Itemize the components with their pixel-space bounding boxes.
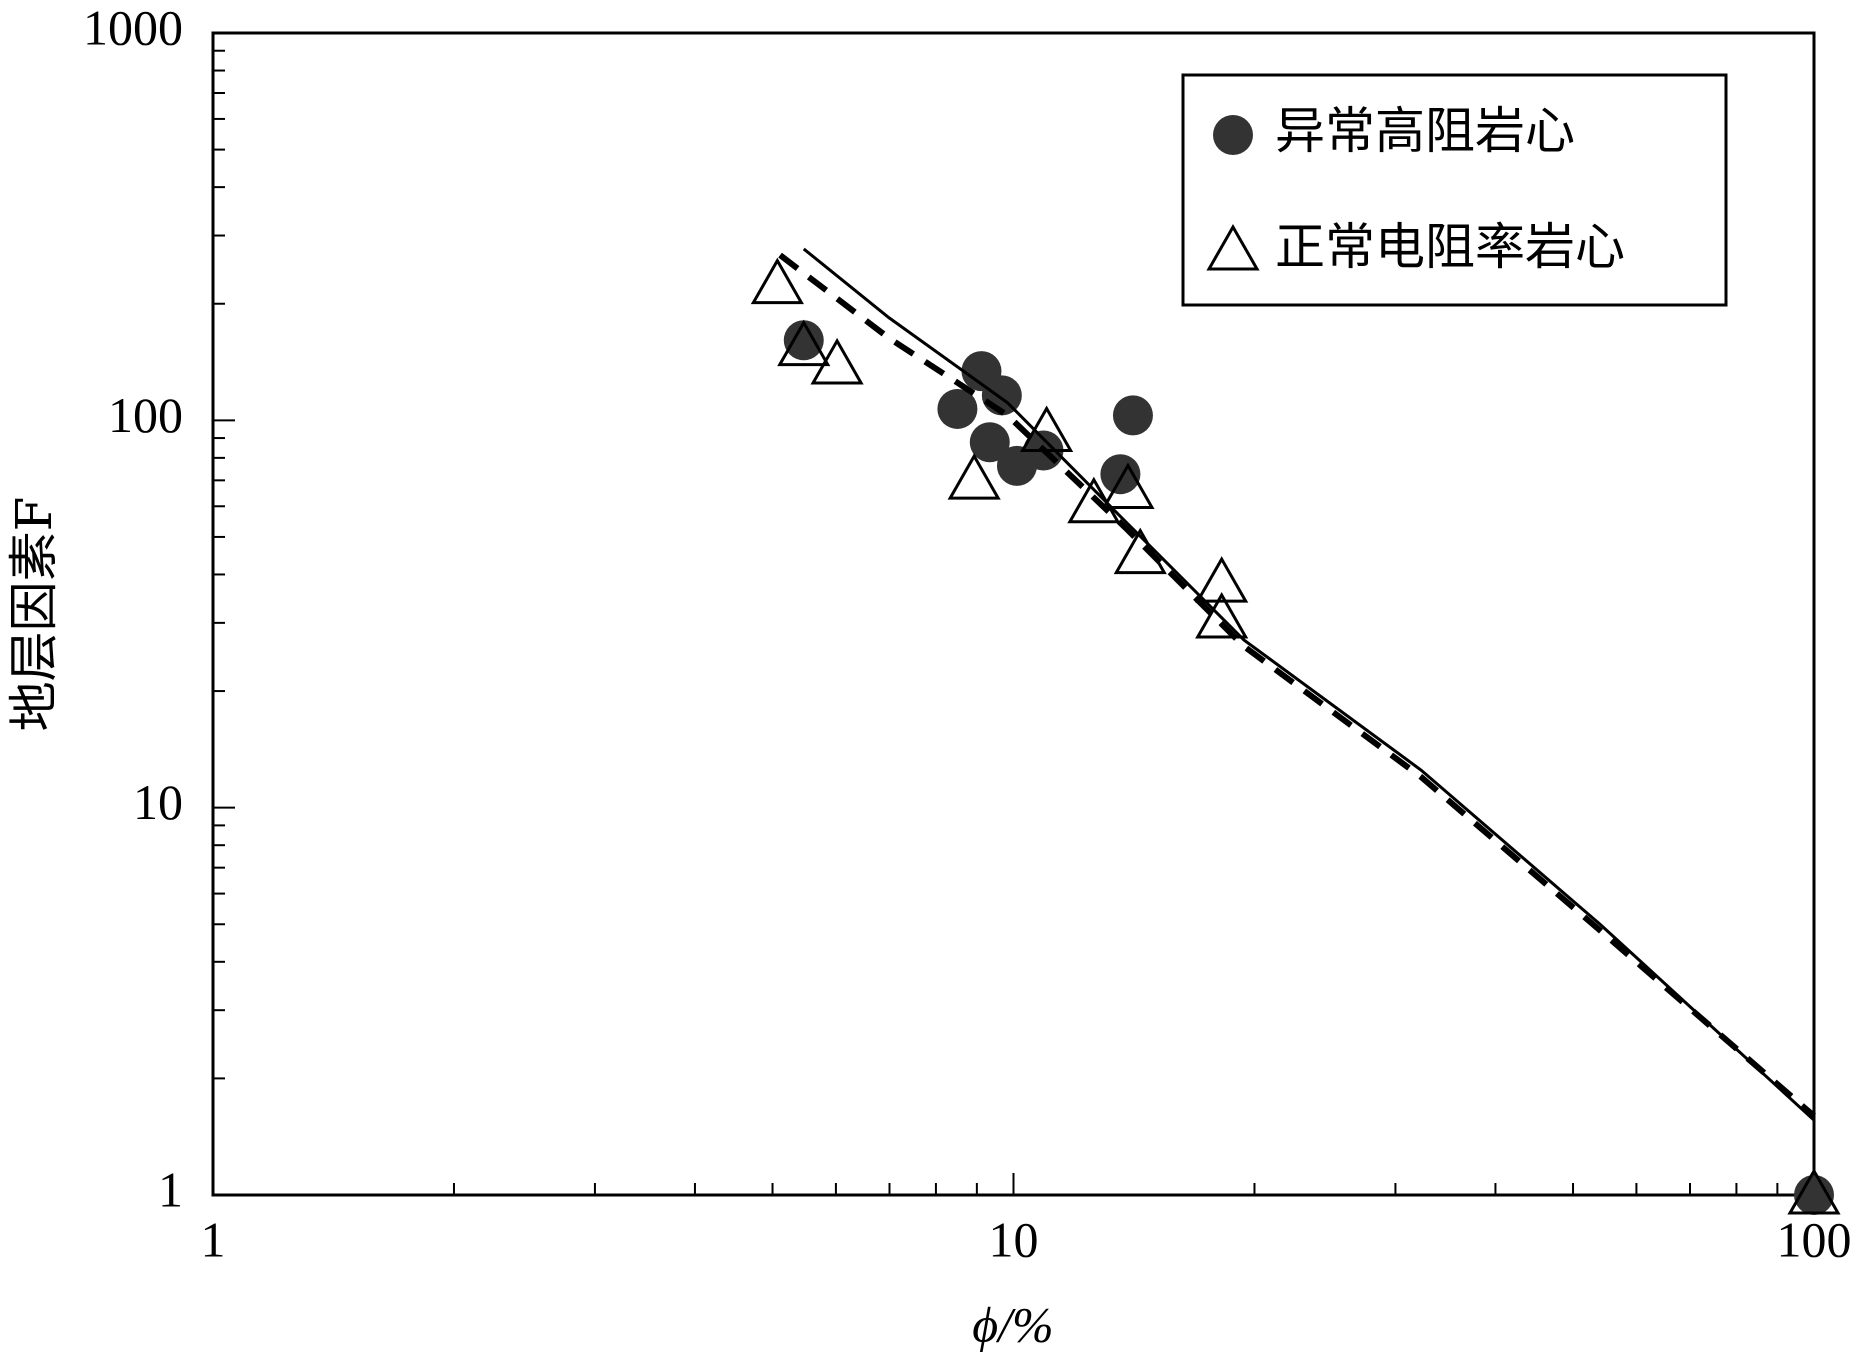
data-point-triangle bbox=[947, 453, 1001, 500]
legend-label: 正常电阻率岩心 bbox=[1275, 218, 1625, 276]
data-point-triangle bbox=[1101, 462, 1155, 509]
data-point bbox=[1794, 1175, 1834, 1215]
fit-line bbox=[778, 252, 1816, 1119]
data-point bbox=[937, 388, 978, 429]
data-point bbox=[1112, 395, 1153, 436]
x-tick-label: 10 bbox=[989, 1211, 1039, 1267]
data-point-triangle bbox=[1787, 1167, 1841, 1215]
y-tick-label: 1000 bbox=[83, 0, 183, 55]
data-point-triangle bbox=[810, 337, 864, 385]
y-axis-label: 地层因素F bbox=[5, 497, 63, 732]
y-tick-label: 100 bbox=[108, 387, 183, 443]
data-point bbox=[969, 422, 1010, 463]
data-point bbox=[783, 320, 824, 361]
y-tick-label: 10 bbox=[133, 774, 183, 830]
data-point-triangle bbox=[1195, 591, 1249, 639]
x-tick-label: 1 bbox=[201, 1211, 226, 1267]
y-tick-label: 1 bbox=[158, 1161, 183, 1217]
legend-marker bbox=[1206, 223, 1260, 271]
legend-marker bbox=[1213, 115, 1253, 155]
fit-line bbox=[802, 247, 1816, 1122]
data-point-triangle bbox=[750, 257, 804, 305]
x-axis-label: ϕ/% bbox=[972, 1296, 1053, 1352]
x-tick-label: 100 bbox=[1777, 1211, 1852, 1267]
data-point bbox=[1100, 454, 1141, 495]
legend-label: 异常高阻岩心 bbox=[1275, 102, 1575, 160]
data-point-triangle bbox=[777, 319, 831, 367]
data-point-triangle bbox=[1195, 556, 1249, 603]
legend-box bbox=[1181, 73, 1728, 307]
